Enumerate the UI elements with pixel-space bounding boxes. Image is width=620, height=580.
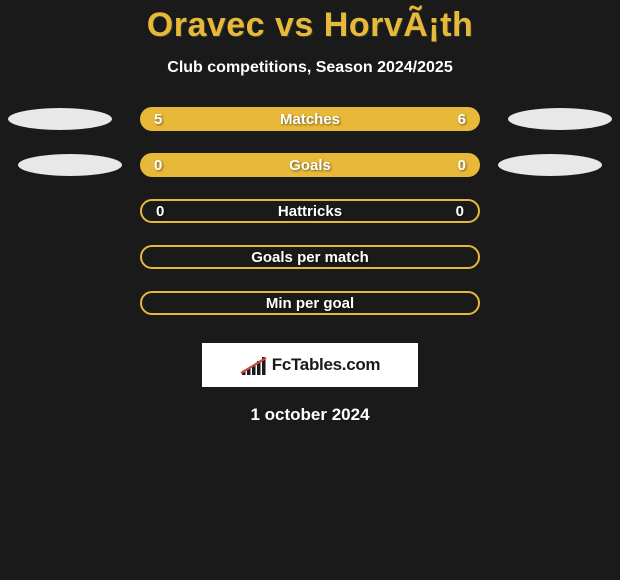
stat-pill: Min per goal (140, 291, 480, 315)
stat-left-value: 0 (156, 203, 164, 220)
stat-label: Min per goal (142, 295, 478, 312)
stat-right-value: 6 (458, 111, 466, 128)
fctables-logo: FcTables.com (240, 355, 381, 375)
subtitle: Club competitions, Season 2024/2025 (0, 59, 620, 77)
logo-text: FcTables.com (272, 355, 381, 375)
stat-pill: Goals per match (140, 245, 480, 269)
stat-right-value: 0 (458, 157, 466, 174)
side-pill-right (498, 154, 602, 176)
stat-left-value: 0 (154, 157, 162, 174)
stat-row: 5Matches6 (0, 107, 620, 153)
logo-bars-icon (240, 355, 268, 375)
page-title: Oravec vs HorvÃ¡th (0, 0, 620, 45)
logo-box[interactable]: FcTables.com (202, 343, 418, 387)
stats-container: 5Matches60Goals00Hattricks0Goals per mat… (0, 107, 620, 337)
stat-label: Hattricks (142, 203, 478, 220)
stat-row: 0Goals0 (0, 153, 620, 199)
stat-row: 0Hattricks0 (0, 199, 620, 245)
stat-row: Goals per match (0, 245, 620, 291)
stat-label: Goals per match (142, 249, 478, 266)
date-text: 1 october 2024 (0, 405, 620, 425)
side-pill-left (8, 108, 112, 130)
stat-label: Goals (140, 157, 480, 174)
stat-row: Min per goal (0, 291, 620, 337)
stat-right-value: 0 (456, 203, 464, 220)
stat-label: Matches (140, 111, 480, 128)
side-pill-right (508, 108, 612, 130)
stat-pill: 0Hattricks0 (140, 199, 480, 223)
side-pill-left (18, 154, 122, 176)
stat-pill: 0Goals0 (140, 153, 480, 177)
stat-pill: 5Matches6 (140, 107, 480, 131)
stat-left-value: 5 (154, 111, 162, 128)
